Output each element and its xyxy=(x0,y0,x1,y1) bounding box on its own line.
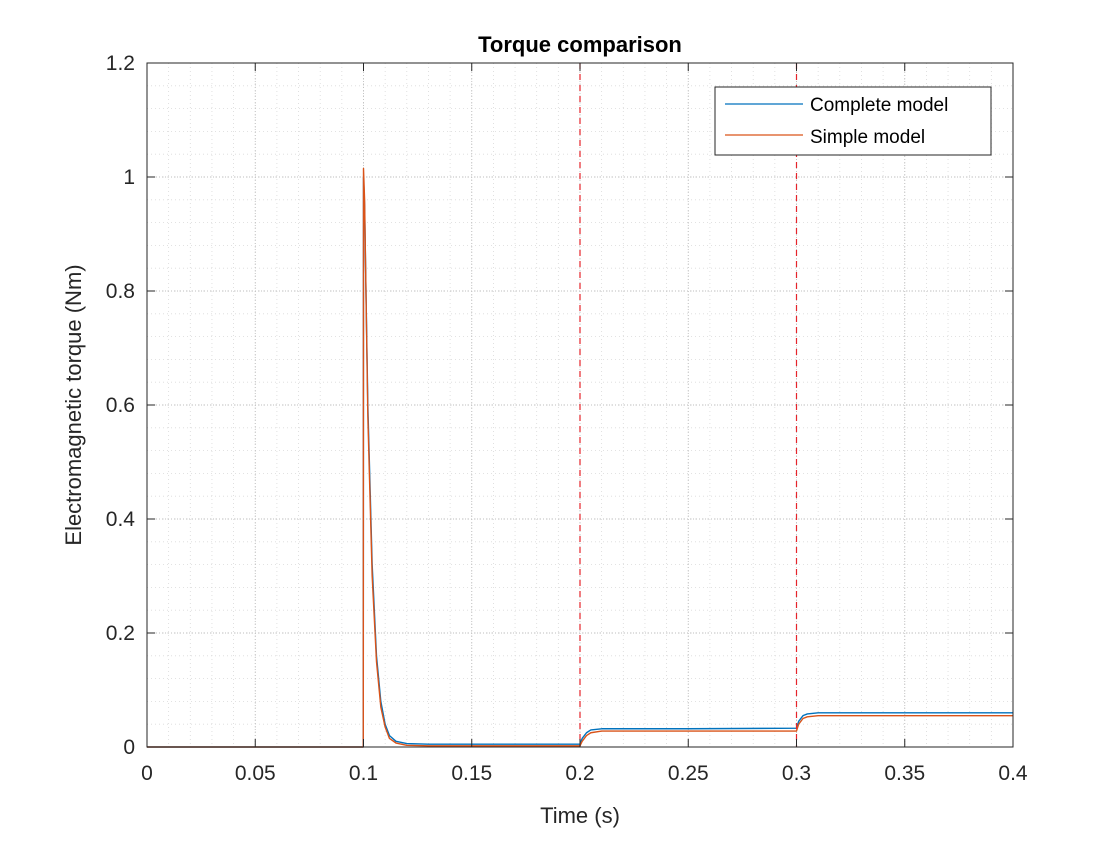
x-tick-label: 0 xyxy=(141,762,153,785)
axis-ticks xyxy=(146,62,1014,748)
x-tick-label: 0.25 xyxy=(668,762,709,785)
y-axis-label: Electromagnetic torque (Nm) xyxy=(61,264,86,545)
y-tick-label: 1.2 xyxy=(106,52,135,75)
x-tick-label: 0.1 xyxy=(349,762,378,785)
y-tick-label: 0.8 xyxy=(106,280,135,303)
x-axis-label: Time (s) xyxy=(540,803,620,828)
y-tick-label: 0 xyxy=(123,736,135,759)
y-tick-labels: 0 0.2 0.4 0.6 0.8 1 1.2 xyxy=(106,52,136,759)
x-tick-label: 0.3 xyxy=(782,762,811,785)
legend: Complete model Simple model xyxy=(714,86,992,156)
y-tick-label: 0.4 xyxy=(106,508,136,531)
legend-label-complete-model: Complete model xyxy=(810,95,948,116)
x-tick-label: 0.15 xyxy=(451,762,492,785)
y-tick-label: 1 xyxy=(123,166,135,189)
y-tick-label: 0.6 xyxy=(106,394,135,417)
legend-label-simple-model: Simple model xyxy=(810,127,925,148)
chart-title: Torque comparison xyxy=(478,32,682,57)
legend-box xyxy=(714,86,992,156)
vertical-markers xyxy=(579,63,798,747)
y-tick-label: 0.2 xyxy=(106,622,135,645)
x-tick-label: 0.2 xyxy=(565,762,594,785)
x-tick-label: 0.35 xyxy=(884,762,925,785)
x-tick-label: 0.05 xyxy=(235,762,276,785)
x-tick-label: 0.4 xyxy=(998,762,1028,785)
x-tick-labels: 0 0.05 0.1 0.15 0.2 0.25 0.3 0.35 0.4 xyxy=(141,762,1028,785)
